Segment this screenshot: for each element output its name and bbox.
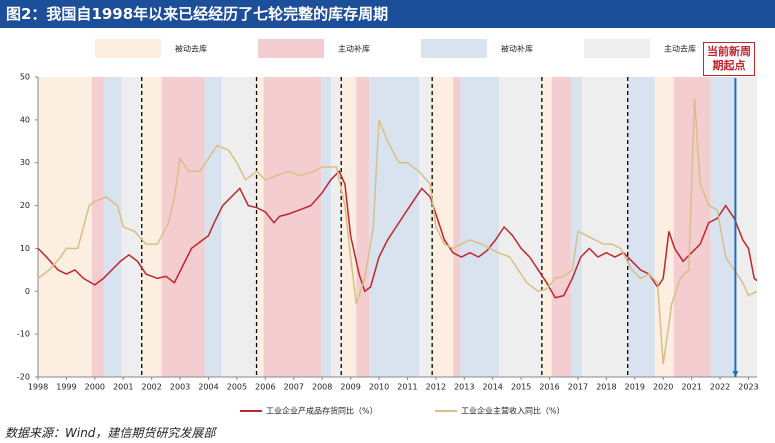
phase-band — [369, 77, 420, 377]
y-tick-label: 10 — [20, 244, 30, 253]
legend-label: 被动去库 — [175, 44, 207, 54]
y-tick-label: -20 — [17, 373, 30, 382]
phase-band — [356, 77, 370, 377]
x-tick-label: 2003 — [170, 383, 190, 392]
x-tick-label: 2008 — [312, 383, 332, 392]
phase-band — [498, 77, 542, 377]
phase-band — [321, 77, 332, 377]
phase-band — [419, 77, 433, 377]
x-tick-label: 2005 — [227, 383, 247, 392]
y-tick-label: 0 — [25, 287, 30, 296]
legend-swatch — [258, 39, 324, 58]
phase-band — [735, 77, 757, 377]
x-tick-label: 2013 — [454, 383, 474, 392]
x-tick-label: 2020 — [653, 383, 673, 392]
series-line — [37, 98, 758, 365]
legend-label: 主动补库 — [338, 44, 370, 54]
x-tick-label: 2009 — [340, 383, 360, 392]
legend-swatch — [584, 39, 650, 58]
series-line — [37, 169, 758, 299]
chart-title: 图2：我国自1998年以来已经经历了七轮完整的库存周期 — [0, 0, 775, 28]
phase-band — [432, 77, 454, 377]
phase-band — [141, 77, 162, 377]
y-tick-label: 40 — [20, 115, 30, 124]
phase-band — [541, 77, 552, 377]
x-tick-label: 1999 — [56, 383, 76, 392]
legend-label: 主动去库 — [664, 44, 696, 54]
x-tick-label: 2004 — [198, 383, 218, 392]
phase-band — [581, 77, 628, 377]
phase-band — [331, 77, 342, 377]
phase-band — [551, 77, 571, 377]
legend-swatch — [95, 39, 161, 58]
legend-label: 工业企业主营收入同比（%） — [461, 406, 565, 416]
x-tick-label: 2018 — [596, 383, 616, 392]
phase-band — [710, 77, 736, 377]
x-tick-label: 2021 — [681, 383, 701, 392]
x-tick-label: 1998 — [28, 383, 48, 392]
x-tick-label: 2007 — [284, 383, 304, 392]
phase-band — [627, 77, 655, 377]
x-tick-label: 2012 — [426, 383, 446, 392]
phase-band — [256, 77, 264, 377]
phase-band — [91, 77, 104, 377]
y-tick-label: 50 — [20, 73, 30, 82]
y-tick-label: 20 — [20, 201, 30, 210]
x-tick-label: 2019 — [625, 383, 645, 392]
x-tick-label: 2002 — [141, 383, 161, 392]
phase-band — [460, 77, 499, 377]
x-tick-label: 2014 — [483, 383, 503, 392]
phase-band — [654, 77, 674, 377]
phase-band — [263, 77, 322, 377]
legend-label: 被动补库 — [501, 44, 533, 54]
phase-band — [570, 77, 582, 377]
y-tick-label: -10 — [17, 330, 30, 339]
arrow-head — [732, 371, 739, 377]
phase-band — [221, 77, 257, 377]
legend-label: 工业企业产成品存货同比（%） — [266, 406, 378, 416]
y-tick-label: 30 — [20, 158, 30, 167]
source-note: 数据来源：Wind，建信期货研究发展部 — [5, 426, 216, 440]
x-tick-label: 2000 — [85, 383, 105, 392]
legend-swatch — [421, 39, 487, 58]
phase-band — [673, 77, 711, 377]
phase-band — [121, 77, 142, 377]
annotation: 当前新周期起点 — [703, 42, 755, 76]
phase-band — [341, 77, 357, 377]
x-tick-label: 2010 — [369, 383, 389, 392]
x-tick-label: 2016 — [539, 383, 559, 392]
phase-band — [161, 77, 205, 377]
phase-band — [453, 77, 461, 377]
x-tick-label: 2011 — [397, 383, 417, 392]
x-tick-label: 2023 — [738, 383, 758, 392]
x-tick-label: 2022 — [710, 383, 730, 392]
x-tick-label: 2017 — [568, 383, 588, 392]
x-tick-label: 2015 — [511, 383, 531, 392]
x-tick-label: 2006 — [255, 383, 275, 392]
x-tick-label: 2001 — [113, 383, 133, 392]
phase-band — [103, 77, 122, 377]
